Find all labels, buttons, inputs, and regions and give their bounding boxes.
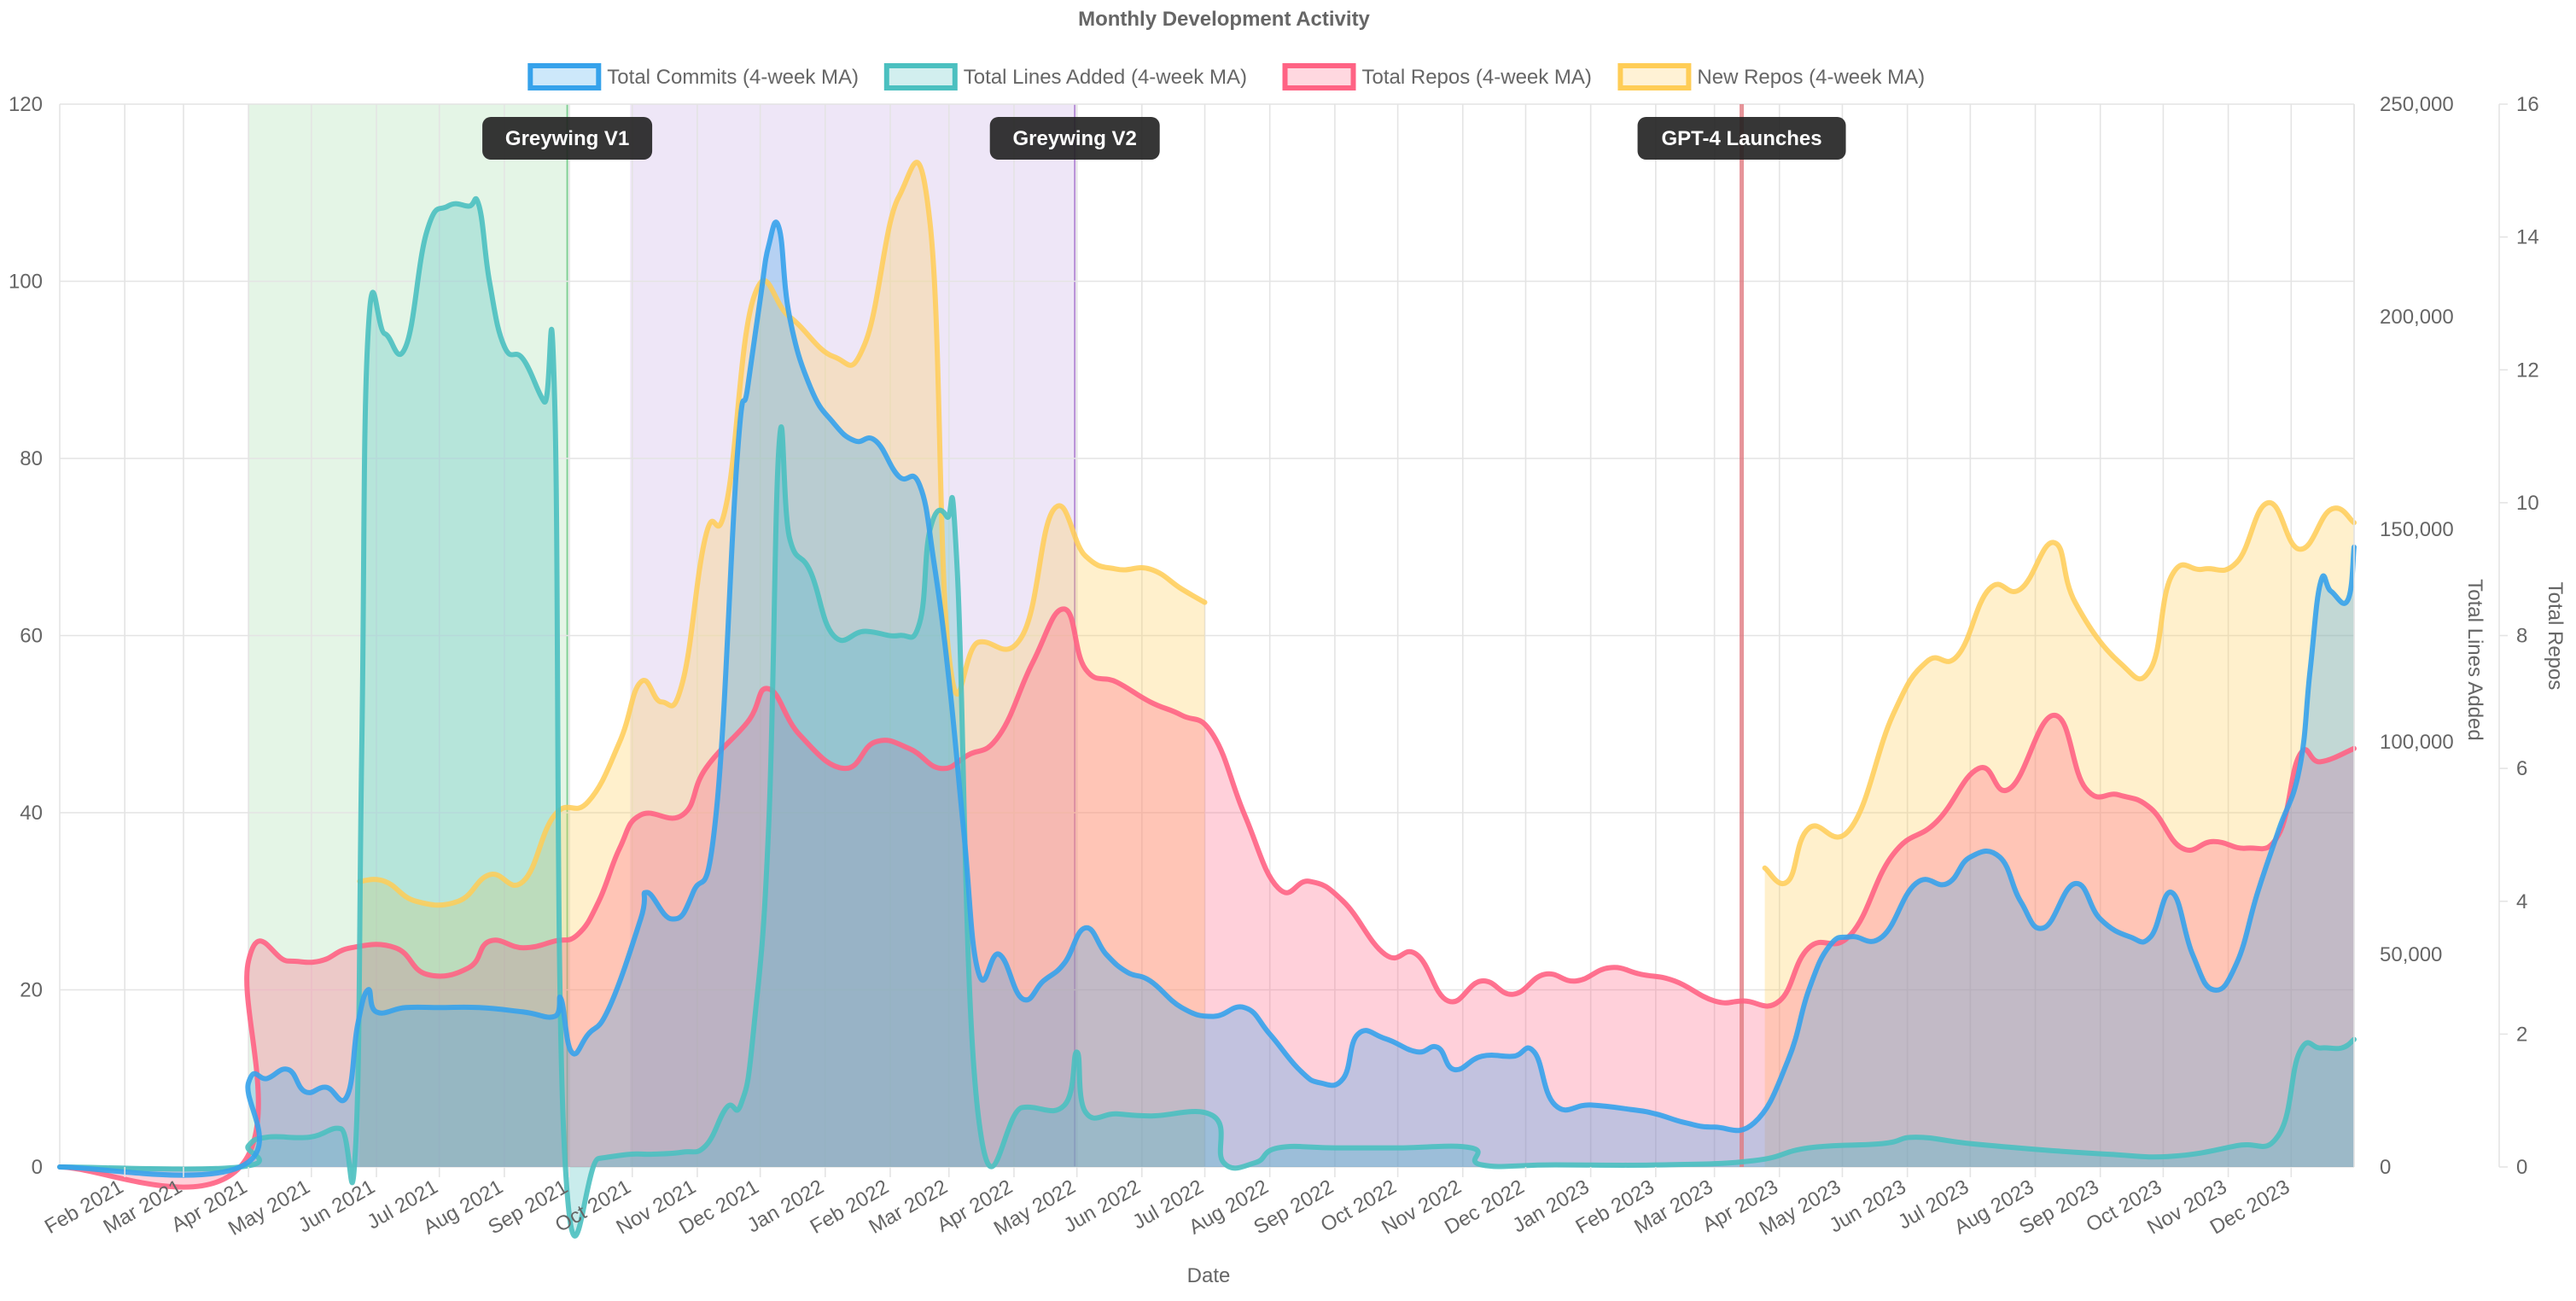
x-axis-title: Date — [1187, 1264, 1231, 1287]
legend-swatch-3 — [1282, 63, 1356, 90]
legend-swatch-2 — [883, 63, 958, 90]
legend-label-2: Total Lines Added (4-week MA) — [964, 66, 1247, 89]
legend: Total Commits (4-week MA) Total Lines Add… — [527, 63, 1925, 90]
left-tick-2: 40 — [20, 802, 43, 825]
legend-label-3: Total Repos (4-week MA) — [1362, 66, 1592, 89]
right-repos-tick-8: 16 — [2516, 93, 2539, 116]
right-lines-tick-5: 250,000 — [2380, 93, 2454, 116]
y-axis-title-lines: Total Lines Added — [2463, 579, 2486, 740]
annotation-label-2: Greywing V2 — [1013, 127, 1137, 150]
right-repos-tick-7: 14 — [2516, 226, 2539, 249]
series-lines — [57, 160, 2357, 1239]
annotation-label-bg-3 — [1637, 117, 1846, 160]
y-axis-title-repos: Total Repos — [2544, 582, 2567, 691]
annotation-label-1: Greywing V1 — [505, 127, 629, 150]
legend-label-1: Total Commits (4-week MA) — [607, 66, 859, 89]
series-line-3-1 — [57, 606, 2357, 1190]
annotation-label-bg-1 — [482, 117, 653, 160]
right-lines-tick-2: 100,000 — [2380, 731, 2454, 754]
left-tick-6: 120 — [9, 93, 43, 116]
right-repos-tick-0: 0 — [2516, 1156, 2527, 1179]
right-lines-tick-0: 0 — [2380, 1156, 2391, 1179]
legend-swatch-1 — [527, 63, 602, 90]
series-line-1-1 — [57, 219, 2357, 1178]
legend-label-4: New Repos (4-week MA) — [1697, 66, 1925, 89]
series-area-4-1 — [359, 162, 1205, 1168]
left-tick-5: 100 — [9, 271, 43, 294]
series-area-2-1 — [60, 198, 2354, 1236]
series-fills — [60, 162, 2354, 1236]
left-tick-1: 20 — [20, 979, 43, 1002]
left-axis: 0 20 40 60 80 100 120 — [9, 93, 43, 1179]
legend-swatch-4 — [1617, 63, 1692, 90]
series-area-4-2 — [1764, 502, 2354, 1167]
annotation-labels: Greywing V1 Greywing V2 GPT-4 Launches — [482, 117, 1846, 160]
right-lines-tick-3: 150,000 — [2380, 518, 2454, 541]
right-axis-repos: 0 2 4 6 8 10 12 14 16 — [2498, 93, 2539, 1179]
left-tick-0: 0 — [32, 1156, 43, 1179]
right-repos-tick-6: 12 — [2516, 359, 2539, 382]
right-repos-tick-1: 2 — [2516, 1023, 2527, 1046]
right-repos-tick-3: 6 — [2516, 757, 2527, 780]
right-repos-tick-2: 4 — [2516, 890, 2527, 913]
right-lines-tick-1: 50,000 — [2380, 943, 2442, 966]
series-line-2-1 — [57, 195, 2357, 1239]
right-lines-tick-4: 200,000 — [2380, 306, 2454, 329]
series-area-1-1 — [60, 222, 2354, 1176]
series-line-4-2 — [1762, 499, 2357, 886]
right-repos-tick-5: 10 — [2516, 492, 2539, 515]
left-tick-3: 60 — [20, 625, 43, 648]
annotation-label-bg-2 — [989, 117, 1160, 160]
right-repos-tick-4: 8 — [2516, 625, 2527, 648]
series-area-3-1 — [60, 609, 2354, 1187]
right-axis-lines: 0 50,000 100,000 150,000 200,000 250,000 — [2353, 93, 2454, 1179]
left-tick-4: 80 — [20, 447, 43, 470]
chart-title: Monthly Development Activity — [1078, 8, 1370, 31]
annotation-label-3: GPT-4 Launches — [1662, 127, 1822, 150]
